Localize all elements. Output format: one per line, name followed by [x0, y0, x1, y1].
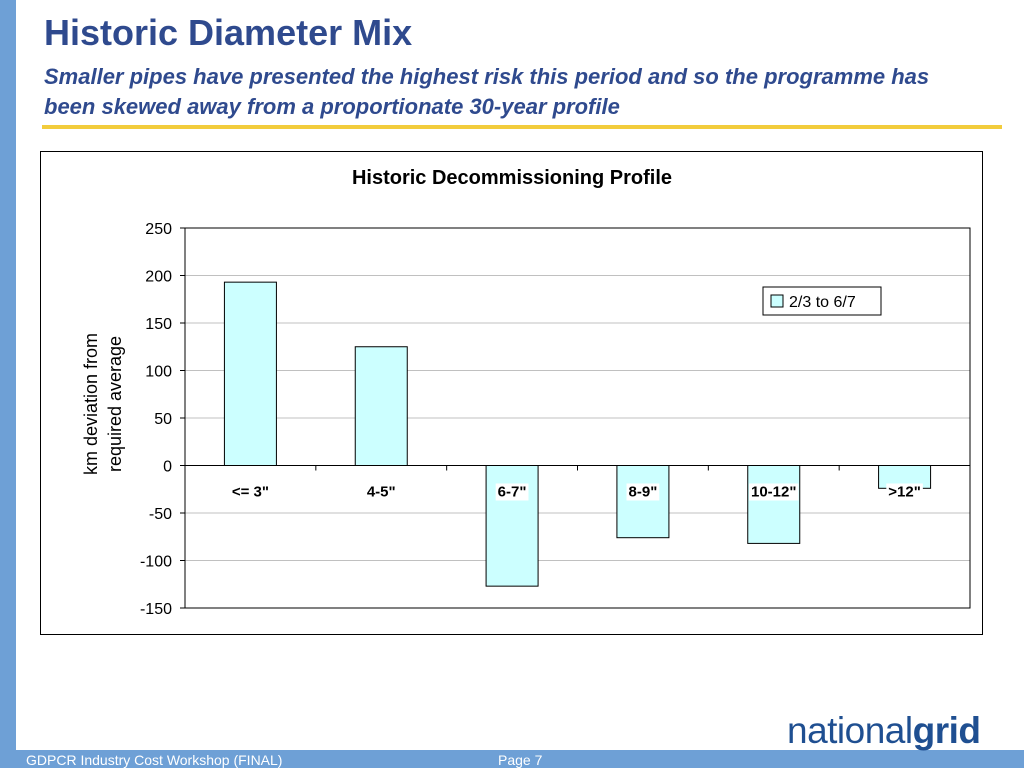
bar [747, 465, 801, 544]
legend-swatch [770, 294, 784, 308]
bar-chart: Historic Decommissioning Profile -150 -10… [81, 167, 971, 618]
y-tick-label: 200 [145, 269, 172, 286]
slide-subtitle: Smaller pipes have presented the highest… [44, 64, 930, 119]
legend: 2/3 to 6/7 [762, 286, 882, 316]
x-tick-label: <= 3" [232, 484, 269, 501]
left-accent-bar [0, 0, 16, 768]
y-tick-label: 150 [145, 316, 172, 333]
x-tick-label-background [626, 483, 660, 501]
x-tick-label: 6-7" [498, 484, 527, 501]
bars [223, 281, 932, 587]
bar [354, 346, 408, 466]
x-tick-label: 4-5" [367, 484, 396, 501]
y-tick-label: 250 [145, 221, 172, 238]
legend-label: 2/3 to 6/7 [789, 294, 856, 311]
chart-frame: Historic Decommissioning Profile -150 -10… [40, 151, 983, 635]
y-tick-label: -150 [140, 601, 172, 618]
x-tick-label: 10-12" [751, 484, 796, 501]
slide-title: Historic Diameter Mix [44, 12, 413, 53]
y-tick-label: -50 [149, 506, 172, 523]
x-tick-labels: <= 3" 4-5" 6-7" 8-9" 10-12" >12" [184, 465, 971, 501]
chart-title: Historic Decommissioning Profile [352, 167, 672, 189]
footer-page-number: Page 7 [498, 752, 543, 768]
national-grid-logo: nationalgrid [787, 710, 981, 751]
x-tick-label-background [749, 483, 799, 501]
y-axis-label: km deviation from required average [81, 333, 125, 475]
x-tick-label: >12" [888, 484, 921, 501]
footer-workshop-label: GDPCR Industry Cost Workshop (FINAL) [26, 752, 283, 768]
x-tick-label: 8-9" [629, 484, 658, 501]
title-rule [42, 125, 1002, 129]
y-tick-labels: -150 -100 -50 0 50 100 150 200 250 [140, 221, 185, 618]
x-tick-label-background [495, 483, 529, 501]
y-axis-label-line: required average [105, 336, 125, 472]
x-tick-label-background [886, 483, 923, 501]
bar [223, 281, 277, 466]
y-axis-label-line: km deviation from [81, 333, 101, 475]
y-tick-label: 100 [145, 364, 172, 381]
gridlines [185, 275, 970, 561]
y-tick-label: 50 [154, 411, 172, 428]
footer-bar [0, 750, 1024, 768]
y-tick-label: 0 [163, 459, 172, 476]
y-tick-label: -100 [140, 554, 172, 571]
bar [616, 465, 670, 539]
